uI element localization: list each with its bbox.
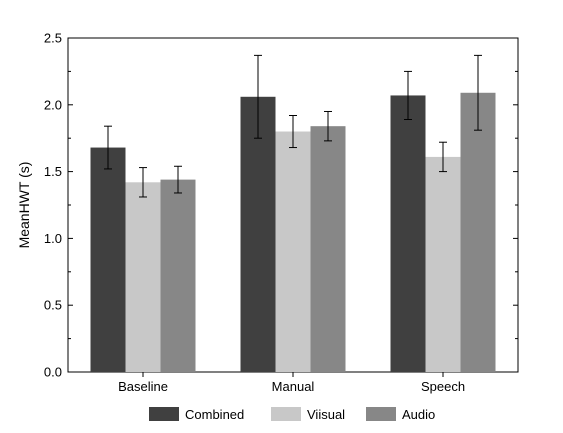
bar-viisual-manual	[275, 131, 311, 372]
x-axis: Baseline Manual Speech	[118, 372, 465, 394]
bars	[90, 54, 496, 373]
bar-audio-speech	[460, 92, 496, 372]
bar-combined-manual	[240, 96, 276, 372]
bar-viisual-baseline	[125, 182, 161, 372]
legend-label-combined: Combined	[185, 407, 244, 422]
y-tick-label: 0.5	[44, 298, 62, 313]
y-tick-label: 0.0	[44, 365, 62, 380]
bar-viisual-speech	[425, 156, 461, 372]
legend-swatch-viisual	[271, 407, 301, 421]
bar-combined-speech	[390, 95, 426, 372]
legend: Combined Viisual Audio	[149, 407, 435, 422]
legend-swatch-combined	[149, 407, 179, 421]
legend-swatch-audio	[366, 407, 396, 421]
y-tick-label: 2.0	[44, 97, 62, 112]
bar-audio-manual	[310, 126, 346, 373]
legend-label-audio: Audio	[402, 407, 435, 422]
y-tick-label: 1.0	[44, 231, 62, 246]
y-axis: 0.0 0.5 1.0 1.5 2.0 2.5	[44, 31, 518, 380]
x-tick-label-manual: Manual	[272, 379, 315, 394]
y-tick-label: 2.5	[44, 31, 62, 46]
x-tick-label-speech: Speech	[421, 379, 465, 394]
bar-combined-baseline	[90, 147, 126, 372]
y-tick-label: 1.5	[44, 164, 62, 179]
y-axis-label: MeanHWT (s)	[16, 162, 32, 249]
bar-audio-baseline	[160, 179, 196, 372]
legend-label-viisual: Viisual	[307, 407, 345, 422]
x-tick-label-baseline: Baseline	[118, 379, 168, 394]
